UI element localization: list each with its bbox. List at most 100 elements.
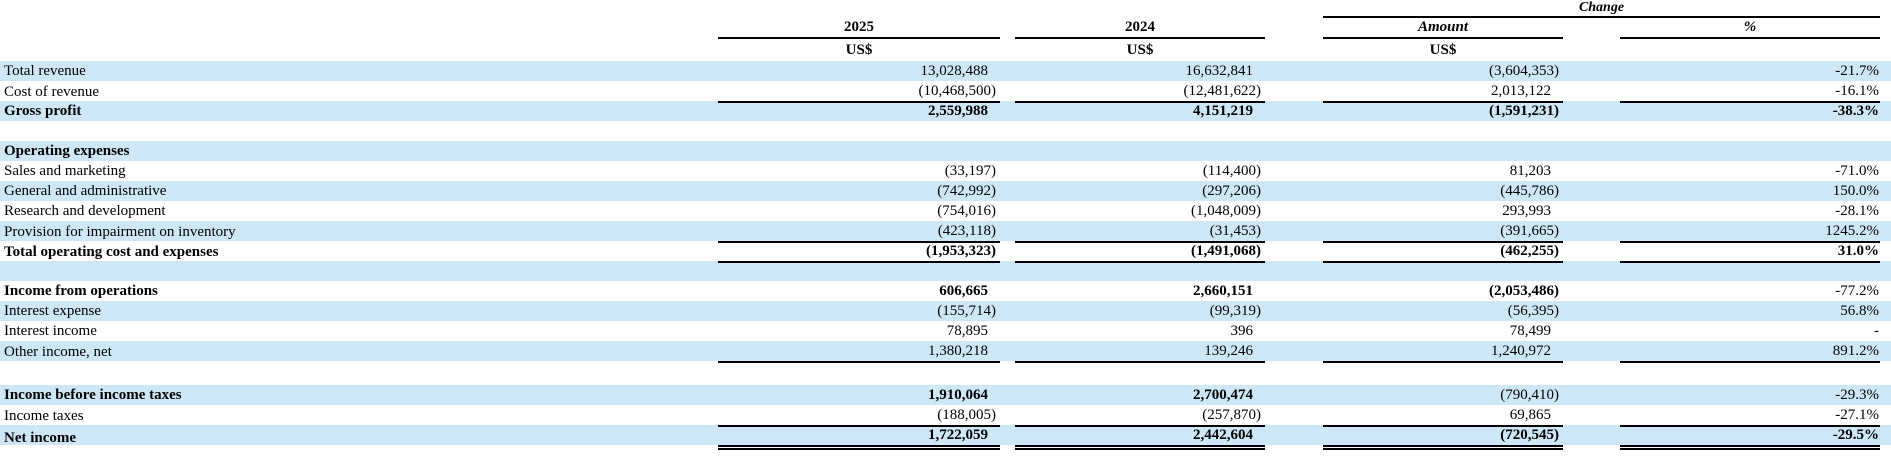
- table-row: Provision for impairment on inventory (42…: [0, 221, 1891, 243]
- value-2024: 396: [1230, 323, 1254, 339]
- spacer: [1005, 0, 1270, 18]
- value-2025-cell: (1,953,323): [600, 241, 1005, 263]
- value-2025-cell: 1,722,059: [600, 425, 1005, 450]
- value-pct: -16.1%: [1835, 83, 1879, 99]
- value-2025-cell: 606,665: [600, 281, 1005, 301]
- value-2025-cell: 1,910,064: [600, 385, 1005, 405]
- value-2024-cell: [1005, 141, 1270, 161]
- value-amount-cell: (790,410): [1270, 385, 1570, 405]
- value-amount-cell: 293,993: [1270, 201, 1570, 221]
- value-2024: (99,319): [1209, 303, 1261, 319]
- table-row: Gross profit 2,559,988 4,151,219 (1,591,231…: [0, 101, 1891, 121]
- table-row: Income taxes (188,005) (257,870) 69,865 -27.…: [0, 405, 1891, 427]
- value-pct-cell: 891.2%: [1570, 341, 1891, 363]
- value-2025: 606,665: [939, 283, 988, 299]
- value-amount: 78,499: [1509, 323, 1551, 339]
- value-amount: (56,395): [1507, 303, 1559, 319]
- value-pct-cell: -27.1%: [1570, 405, 1891, 427]
- value-amount: (1,591,231): [1489, 103, 1559, 119]
- row-label: Provision for impairment on inventory: [4, 224, 236, 240]
- value-pct-cell: 31.0%: [1570, 241, 1891, 263]
- value-2024: (1,491,068): [1191, 243, 1261, 259]
- value-2024: 139,246: [1204, 343, 1253, 359]
- col-header-2024: 2024: [1125, 19, 1155, 35]
- table-row: Income before income taxes 1,910,064 2,700…: [0, 385, 1891, 405]
- value-2025-cell: 78,895: [600, 321, 1005, 341]
- value-pct: 31.0%: [1837, 243, 1879, 259]
- change-header-row: Change: [0, 0, 1891, 18]
- value-amount-cell: (720,545): [1270, 425, 1570, 450]
- value-2025-cell: (155,714): [600, 301, 1005, 321]
- value-pct-cell: -29.5%: [1570, 425, 1891, 450]
- table-row: Net income 1,722,059 2,442,604 (720,545) -29…: [0, 425, 1891, 450]
- table-row: Income from operations 606,665 2,660,151 (2…: [0, 281, 1891, 301]
- value-2024-cell: 2,660,151: [1005, 281, 1270, 301]
- currency-label: US$: [1429, 41, 1457, 58]
- value-2025-cell: (33,197): [600, 161, 1005, 181]
- value-amount: (391,665): [1500, 223, 1559, 239]
- col-header-2025: 2025: [844, 19, 874, 35]
- value-pct: 1245.2%: [1825, 223, 1879, 239]
- col-header-2024-cell: 2024: [1005, 18, 1270, 39]
- value-amount: (790,410): [1500, 387, 1559, 403]
- row-label: Income from operations: [4, 283, 158, 299]
- value-2024: 16,632,841: [1185, 63, 1254, 79]
- value-amount: (3,604,353): [1489, 63, 1559, 79]
- table-row: Total operating cost and expenses (1,953,…: [0, 241, 1891, 263]
- value-2025-cell: [600, 141, 1005, 161]
- value-amount-cell: 2,013,122: [1270, 81, 1570, 103]
- row-label: Cost of revenue: [4, 84, 99, 100]
- value-2024-cell: (1,048,009): [1005, 201, 1270, 221]
- value-pct: -71.0%: [1835, 163, 1879, 179]
- value-pct-cell: -16.1%: [1570, 81, 1891, 103]
- value-amount-cell: (391,665): [1270, 221, 1570, 243]
- row-label: Interest expense: [4, 303, 102, 319]
- value-2024: 2,660,151: [1193, 283, 1253, 299]
- table-row: Other income, net 1,380,218 139,246 1,240,9…: [0, 341, 1891, 363]
- value-2024-cell: 2,700,474: [1005, 385, 1270, 405]
- spacer: [0, 39, 600, 61]
- value-amount-cell: (56,395): [1270, 301, 1570, 321]
- value-2024-cell: (257,870): [1005, 405, 1270, 427]
- value-2025: (423,118): [937, 223, 996, 239]
- value-2024-cell: 4,151,219: [1005, 101, 1270, 121]
- value-2025: 13,028,488: [920, 63, 989, 79]
- value-pct-cell: -28.1%: [1570, 201, 1891, 221]
- value-pct: -27.1%: [1835, 407, 1879, 423]
- table-row: Interest income 78,895 396 78,499 -: [0, 321, 1891, 341]
- value-2024-cell: 139,246: [1005, 341, 1270, 363]
- value-2025-cell: (754,016): [600, 201, 1005, 221]
- value-amount: 2,013,122: [1491, 83, 1551, 99]
- value-2025-cell: (10,468,500): [600, 81, 1005, 103]
- value-amount-cell: 81,203: [1270, 161, 1570, 181]
- value-2024: (1,048,009): [1191, 203, 1261, 219]
- value-2024: 2,700,474: [1193, 387, 1253, 403]
- value-amount-cell: [1270, 141, 1570, 161]
- value-2025: (188,005): [937, 407, 996, 423]
- table-row: General and administrative (742,992) (297,…: [0, 181, 1891, 201]
- value-amount: 81,203: [1509, 163, 1551, 179]
- value-2024-cell: 16,632,841: [1005, 61, 1270, 81]
- table-row: Total revenue 13,028,488 16,632,841 (3,604,…: [0, 61, 1891, 81]
- col-header-pct-cell: %: [1570, 18, 1891, 39]
- currency-label: US$: [845, 41, 873, 58]
- value-amount: (462,255): [1500, 243, 1559, 259]
- blank-row: [0, 121, 1891, 141]
- value-pct: -28.1%: [1835, 203, 1879, 219]
- value-amount-cell: (3,604,353): [1270, 61, 1570, 81]
- value-pct-cell: [1570, 141, 1891, 161]
- value-2024-cell: (297,206): [1005, 181, 1270, 201]
- row-label: Total operating cost and expenses: [4, 244, 219, 260]
- value-2025: (10,468,500): [918, 83, 997, 99]
- value-2025: 1,380,218: [928, 343, 988, 359]
- change-header: Change: [1578, 0, 1625, 15]
- col-header-2025-cell: 2025: [600, 18, 1005, 39]
- value-amount-cell: (445,786): [1270, 181, 1570, 201]
- value-pct: 891.2%: [1832, 343, 1879, 359]
- row-label: Research and development: [4, 203, 166, 219]
- value-2025-cell: 13,028,488: [600, 61, 1005, 81]
- value-2024-cell: (114,400): [1005, 161, 1270, 181]
- row-label: Sales and marketing: [4, 163, 126, 179]
- value-amount-cell: (2,053,486): [1270, 281, 1570, 301]
- row-label: Operating expenses: [4, 143, 130, 159]
